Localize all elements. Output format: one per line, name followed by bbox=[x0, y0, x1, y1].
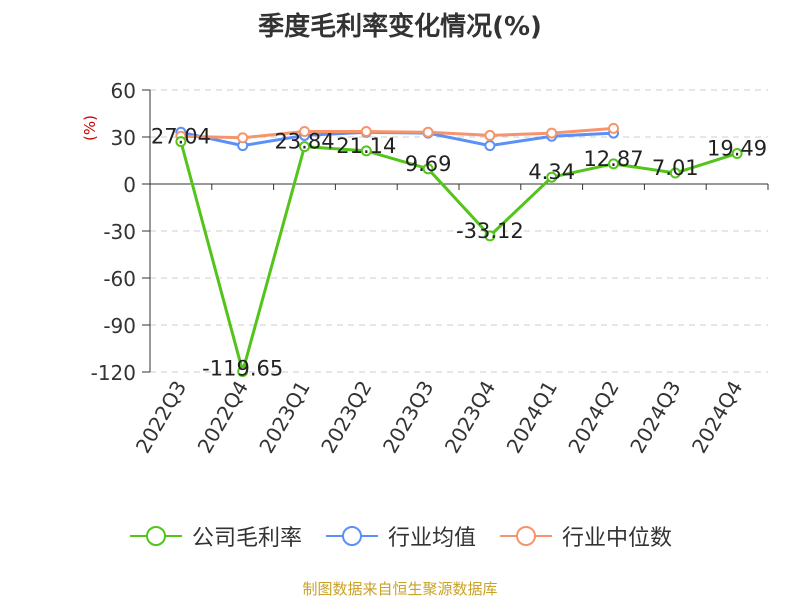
y-tick-label: -120 bbox=[91, 361, 136, 385]
data-point-0 bbox=[608, 158, 619, 170]
legend-label-industry-median: 行业中位数 bbox=[562, 526, 673, 551]
legend-label-company: 公司毛利率 bbox=[191, 526, 302, 551]
x-tick-label: 2023Q4 bbox=[440, 377, 500, 458]
x-tick-label: 2023Q3 bbox=[378, 376, 438, 457]
series-lines bbox=[175, 122, 743, 377]
data-label: 4.34 bbox=[528, 160, 575, 184]
y-tick-label: -30 bbox=[103, 220, 136, 244]
y-tick-label: 30 bbox=[111, 126, 136, 150]
data-label: 7.01 bbox=[652, 156, 699, 180]
data-label: -119.65 bbox=[202, 356, 283, 380]
data-point-0 bbox=[422, 163, 434, 175]
y-tick-label: 0 bbox=[123, 173, 136, 197]
data-point-0 bbox=[299, 141, 310, 153]
data-label: 21.14 bbox=[336, 134, 396, 158]
data-label: -33.12 bbox=[456, 219, 524, 243]
data-point-0 bbox=[237, 365, 249, 377]
legend-item-industry-median[interactable]: 行业中位数 bbox=[498, 520, 672, 552]
x-tick-label: 2022Q4 bbox=[193, 377, 253, 458]
y-tick-label: 60 bbox=[111, 79, 136, 103]
data-point-2 bbox=[546, 127, 558, 139]
data-point-2 bbox=[422, 126, 434, 138]
data-label: 27.04 bbox=[151, 125, 211, 149]
data-point-2 bbox=[237, 132, 249, 144]
data-point-2 bbox=[299, 126, 310, 138]
data-point-2 bbox=[360, 126, 372, 138]
data-label: 19.49 bbox=[707, 136, 767, 160]
data-point-0 bbox=[360, 145, 372, 157]
series-line-2 bbox=[180, 126, 614, 140]
legend-label-industry-mean: 行业均值 bbox=[387, 526, 476, 551]
data-labels: 27.04 -119.65 23.84 21.14 9.69 -33.12 4.34 12.8… bbox=[151, 125, 767, 381]
data-label: 23.84 bbox=[274, 130, 334, 154]
data-point-2 bbox=[484, 129, 496, 141]
x-tick-label: 2023Q1 bbox=[254, 377, 314, 458]
x-tick-label: 2023Q2 bbox=[316, 377, 376, 458]
legend-item-industry-mean[interactable]: 行业均值 bbox=[324, 520, 476, 552]
x-tick-label: 2024Q4 bbox=[687, 377, 747, 458]
series-line-0 bbox=[179, 141, 738, 373]
y-axis-label: (%) bbox=[81, 115, 99, 141]
legend-item-company[interactable]: 公司毛利率 bbox=[128, 520, 302, 552]
data-label: 12.87 bbox=[583, 147, 643, 171]
legend-swatch-company bbox=[129, 526, 182, 546]
data-point-0 bbox=[484, 230, 496, 242]
data-point-1 bbox=[484, 140, 496, 152]
y-tick-label: -60 bbox=[103, 267, 136, 291]
data-point-0 bbox=[546, 171, 558, 183]
data-source-note: 制图数据来自恒生聚源数据库 bbox=[302, 580, 498, 598]
y-tick-label: -90 bbox=[103, 314, 136, 338]
x-tick-label: 2022Q3 bbox=[131, 377, 191, 458]
data-point-0 bbox=[731, 147, 743, 159]
data-point-0 bbox=[175, 136, 187, 148]
legend: 公司毛利率 行业均值 行业中位数 bbox=[0, 520, 800, 552]
legend-swatch-industry-median bbox=[500, 526, 552, 546]
chart-title: 季度毛利率变化情况(%) bbox=[258, 12, 542, 42]
x-tick-label: 2024Q3 bbox=[625, 377, 685, 458]
data-label: 9.69 bbox=[405, 152, 452, 176]
data-point-2 bbox=[608, 122, 619, 134]
data-point-0 bbox=[669, 167, 681, 179]
x-tick-label: 2024Q1 bbox=[502, 377, 562, 458]
legend-swatch-industry-mean bbox=[325, 526, 378, 546]
x-tick-label: 2024Q2 bbox=[563, 377, 623, 458]
